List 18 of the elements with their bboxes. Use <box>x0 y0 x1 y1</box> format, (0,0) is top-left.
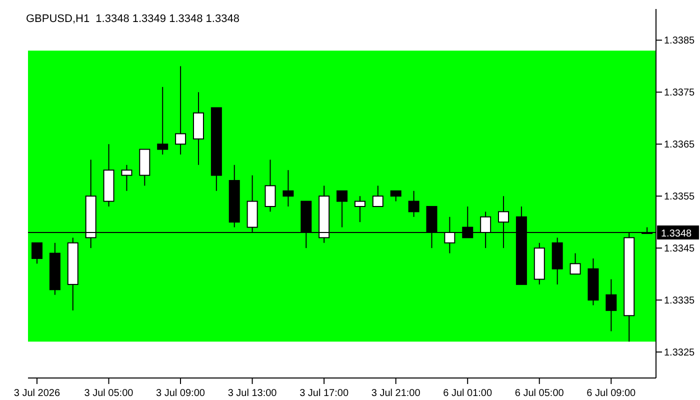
y-tick-label: 1.3375 <box>664 88 696 99</box>
x-tick-label: 3 Jul 2026 <box>14 388 60 399</box>
x-tick-label: 3 Jul 13:00 <box>228 388 278 399</box>
ref-line-label: 1.3348 <box>661 228 692 240</box>
y-tick-label: 1.3345 <box>664 244 696 255</box>
y-tick-label: 1.3365 <box>664 140 696 151</box>
x-tick-label: 3 Jul 09:00 <box>156 388 206 399</box>
x-tick-label: 6 Jul 05:00 <box>514 388 564 399</box>
x-tick-label: 3 Jul 21:00 <box>371 388 421 399</box>
y-tick-label: 1.3335 <box>664 296 696 307</box>
x-tick-label: 3 Jul 05:00 <box>84 388 134 399</box>
x-tick-label: 3 Jul 17:00 <box>300 388 349 399</box>
y-tick-label: 1.3325 <box>664 348 696 359</box>
x-tick-label: 6 Jul 01:00 <box>443 388 492 399</box>
y-tick-label: 1.3355 <box>664 192 696 203</box>
chart-title: GBPUSD,H1 1.3348 1.3349 1.3348 1.3348 <box>26 13 240 25</box>
y-tick-label: 1.3385 <box>664 36 696 47</box>
x-tick-label: 6 Jul 09:00 <box>586 388 636 399</box>
